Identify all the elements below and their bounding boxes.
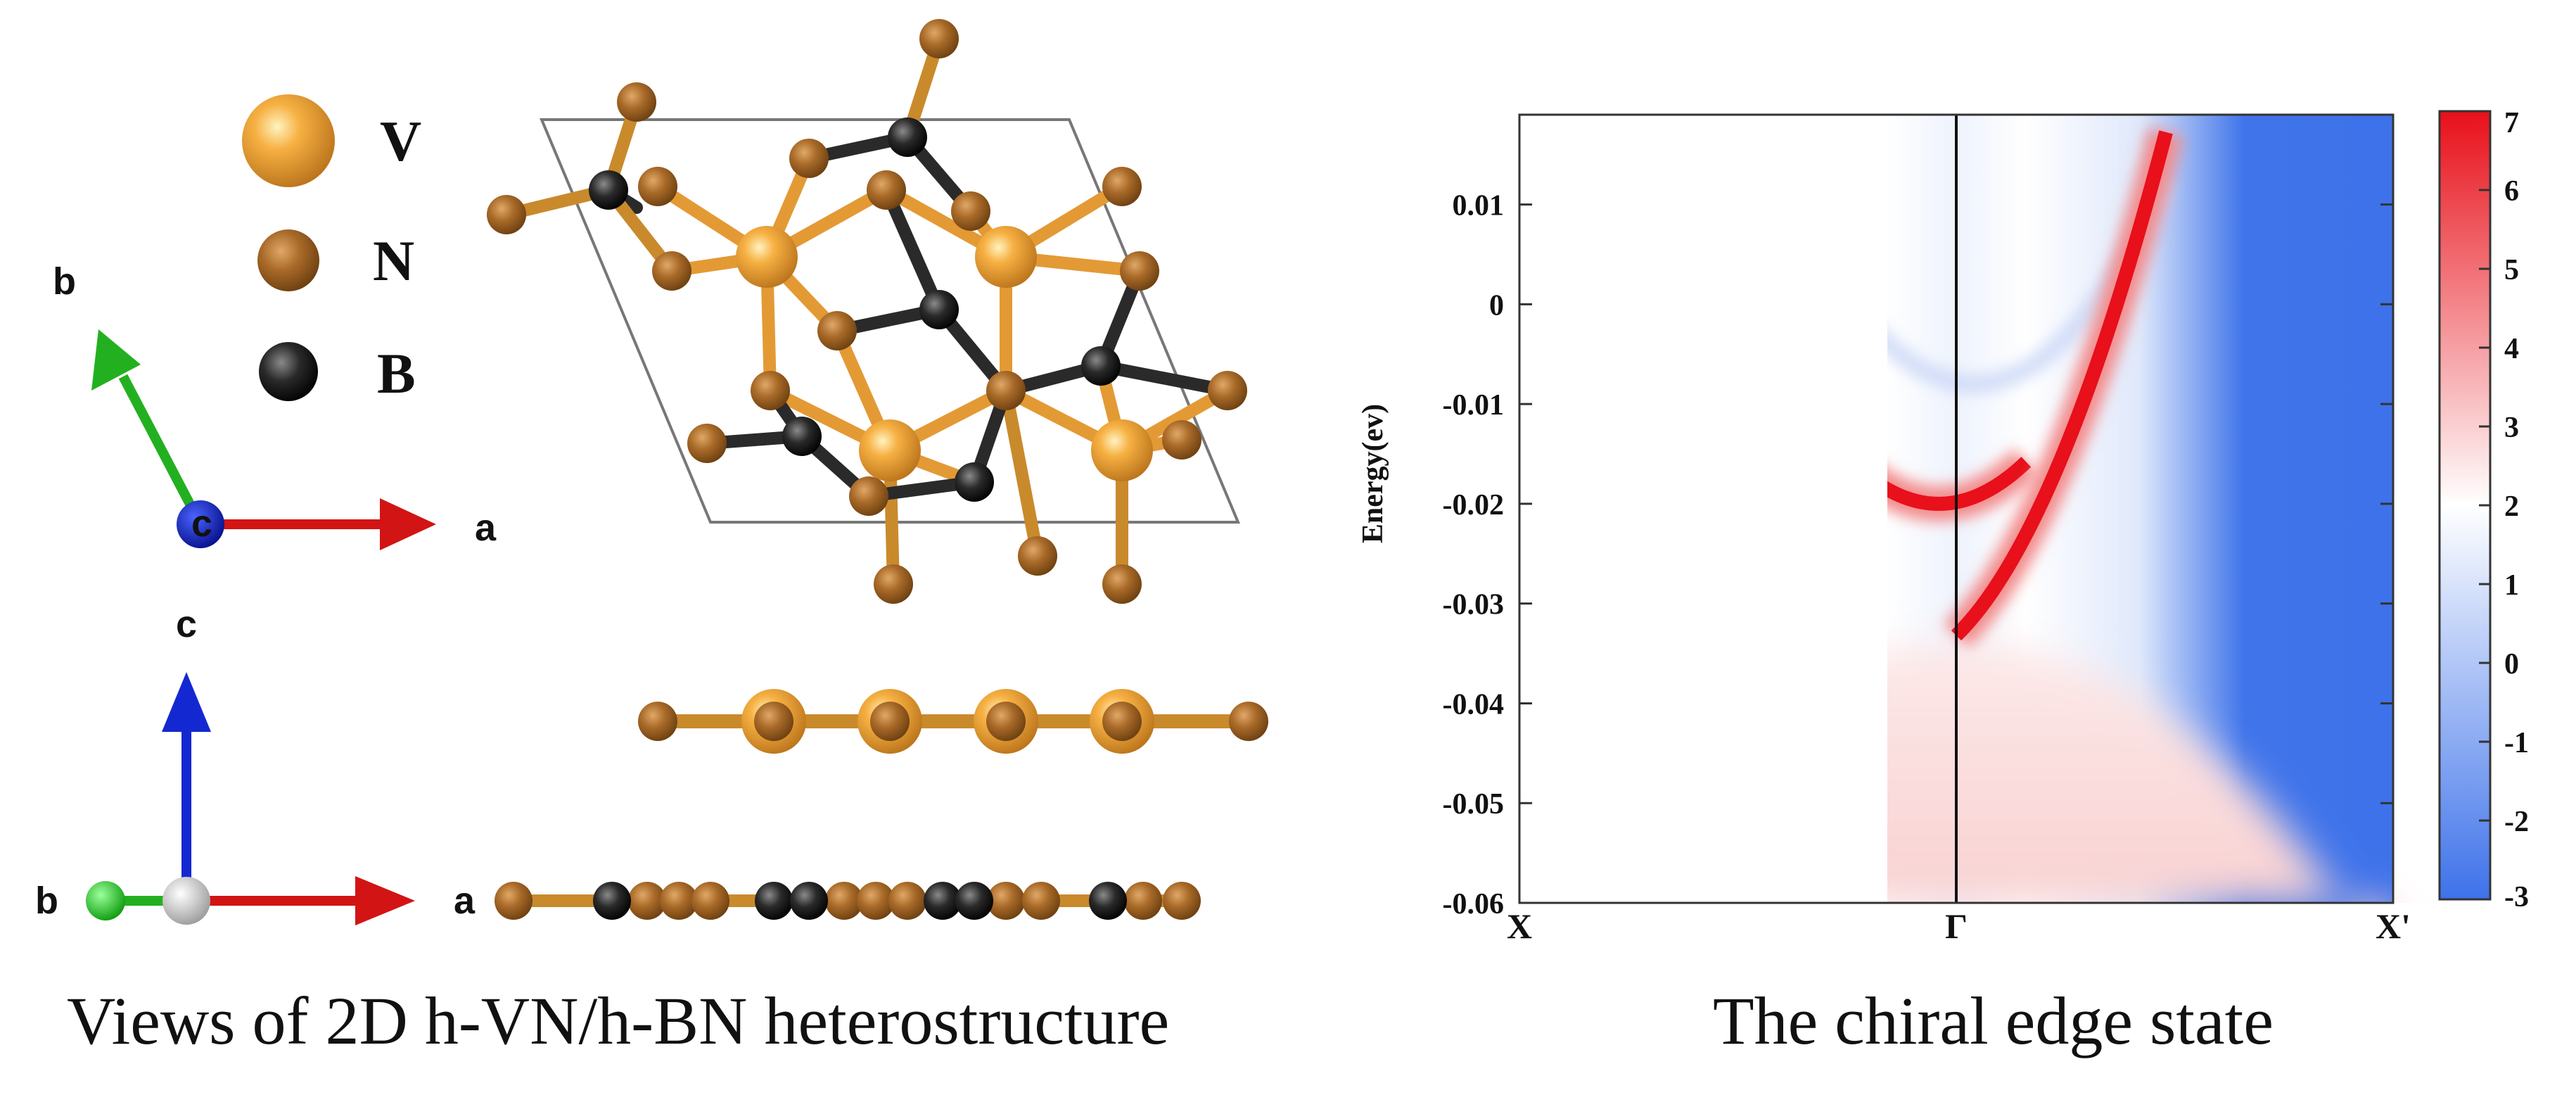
colorbar: 7 6 5 4 3 2 1 0 -1 -2 -3 [2438, 107, 2529, 913]
side-axis-b-label: b [35, 880, 58, 922]
colorbar-tick-label: 4 [2504, 333, 2519, 365]
side-axis-a-label: a [454, 880, 476, 922]
colorbar-tick-label: 6 [2504, 175, 2519, 208]
a-axis-arrow-side [355, 876, 415, 925]
y-tick-label: -0.06 [1443, 888, 1505, 920]
legend-boron-label: B [377, 341, 416, 405]
colorbar-tick-label: 1 [2504, 569, 2519, 602]
top-view-structure [487, 19, 1247, 604]
y-tick-label: 0.01 [1453, 190, 1505, 222]
side-view-bn-layer [495, 882, 1201, 920]
legend-vanadium-label: V [380, 109, 421, 173]
colorbar-ticks: 7 6 5 4 3 2 1 0 -1 -2 -3 [2479, 107, 2529, 913]
x-axis-ticks: X Γ X' [1507, 906, 2411, 946]
legend-vanadium-sphere [242, 94, 335, 187]
top-axis-c-label: c [191, 502, 212, 545]
b-axis-dot [86, 881, 125, 920]
x-tick-label: Γ [1945, 906, 1968, 946]
colorbar-tick-label: -1 [2504, 727, 2529, 759]
atom-legend: V N B [242, 94, 421, 405]
y-tick-label: -0.04 [1443, 688, 1505, 721]
y-tick-label: -0.01 [1443, 389, 1505, 422]
c-axis-dot [177, 500, 224, 548]
x-tick-label: X [1507, 906, 1532, 946]
colorbar-tick-label: 5 [2504, 254, 2519, 286]
edge-state-left [1887, 457, 2032, 511]
top-view-axes: c a b [53, 260, 497, 550]
structure-views: V N B c a b c b a [35, 19, 1268, 925]
x-tick-label: X' [2376, 906, 2411, 946]
legend-nitrogen-label: N [373, 229, 414, 293]
top-axis-b-label: b [53, 260, 76, 303]
side-view-vn-layer [638, 689, 1268, 754]
colorbar-tick-label: 0 [2504, 648, 2519, 681]
y-axis-ticks: 0.01 0 -0.01 -0.02 -0.03 -0.04 -0.05 -0.06 [1443, 190, 2393, 920]
bulk-dome [1887, 643, 2393, 903]
structure-caption: Views of 2D h-VN/h-BN heterostructure [67, 983, 1170, 1058]
y-tick-label: -0.02 [1443, 489, 1505, 521]
colorbar-tick-label: 3 [2504, 412, 2519, 444]
plot-frame [1518, 113, 2395, 904]
colorbar-tick-label: -2 [2504, 806, 2529, 838]
side-axis-c-label: c [176, 603, 197, 645]
edge-state-right [1951, 130, 2173, 641]
y-axis-label: Energy(ev) [1357, 404, 1389, 543]
top-axis-a-label: a [475, 507, 497, 549]
unit-cell [539, 118, 1241, 524]
colorbar-tick-label: -3 [2504, 881, 2529, 913]
b-axis-arrow [91, 329, 141, 391]
colorbar-tick-label: 2 [2504, 490, 2519, 523]
legend-nitrogen-sphere [257, 229, 319, 291]
band-structure-heatmap: 0.01 0 -0.01 -0.02 -0.03 -0.04 -0.05 -0.06 X Γ X'… [1357, 113, 2411, 946]
band-caption: The chiral edge state [1713, 983, 2274, 1058]
origin-sphere [162, 877, 210, 925]
side-view-axes: c b a [35, 603, 476, 925]
y-tick-label: -0.05 [1443, 788, 1505, 821]
colorbar-tick-label: 7 [2504, 107, 2519, 139]
bulk-continuum [1887, 643, 2393, 903]
a-axis-arrow [380, 498, 436, 550]
y-tick-label: -0.03 [1443, 589, 1505, 621]
y-tick-label: 0 [1489, 289, 1504, 322]
c-axis-arrow [162, 672, 211, 732]
legend-boron-sphere [259, 342, 318, 401]
